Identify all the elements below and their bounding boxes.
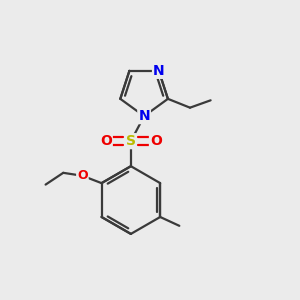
- Text: O: O: [100, 134, 112, 148]
- Text: S: S: [126, 134, 136, 148]
- Text: O: O: [150, 134, 162, 148]
- Text: O: O: [77, 169, 88, 182]
- Text: N: N: [138, 109, 150, 123]
- Text: N: N: [153, 64, 165, 78]
